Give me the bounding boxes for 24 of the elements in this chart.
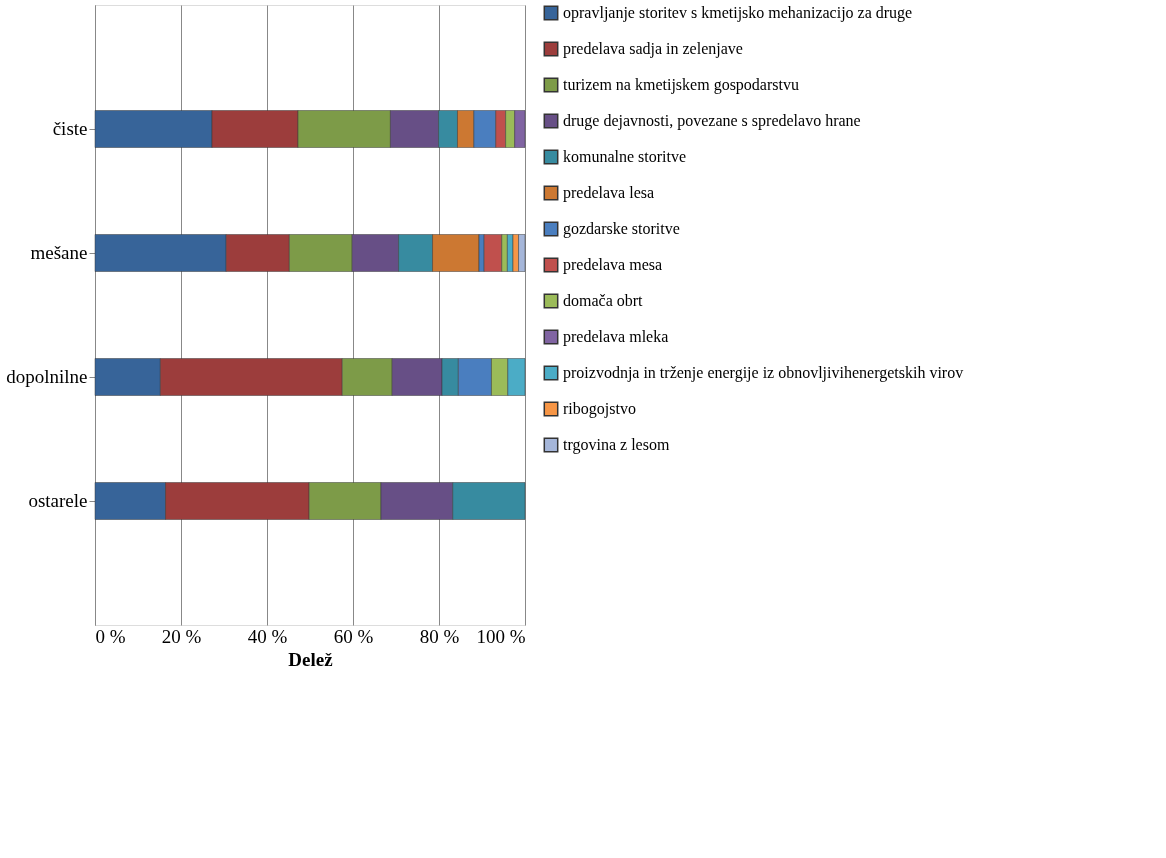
legend-label: druge dejavnosti, povezane s spredelavo hrane	[563, 112, 861, 130]
x-tick-label: 100 %	[476, 625, 526, 647]
legend-label: predelava sadja in zelenjave	[563, 40, 743, 58]
y-tick-label: mešane	[30, 242, 88, 263]
legend-label: trgovina z lesom	[563, 436, 670, 454]
y-tick-label: ostarele	[28, 490, 88, 511]
legend-label: gozdarske storitve	[563, 220, 680, 238]
x-tick-label: 40 %	[247, 625, 288, 647]
x-tick-label: 20 %	[161, 625, 202, 647]
legend-label: predelava mesa	[563, 256, 663, 274]
legend-label: opravljanje storitev s kmetijsko mehanizacijo za druge	[563, 4, 913, 22]
legend-label: predelava lesa	[563, 184, 655, 202]
legend-label: proizvodnja in trženje energije iz obnovljivihenergetskih virov	[563, 364, 964, 382]
x-axis-title: Delež	[288, 648, 334, 670]
legend-label: komunalne storitve	[563, 148, 687, 165]
x-tick-label: 80 %	[419, 625, 460, 647]
legend-label: ribogojstvo	[563, 400, 636, 418]
legend-label: predelava mleka	[563, 328, 669, 346]
legend-label: domača obrt	[563, 292, 644, 309]
y-tick-label: čiste	[52, 118, 88, 139]
legend-label: turizem na kmetijskem gospodarstvu	[563, 76, 799, 94]
y-tick-label: dopolnilne	[6, 366, 88, 387]
x-tick-label: 60 %	[333, 625, 374, 647]
x-tick-label: 0 %	[95, 625, 126, 647]
